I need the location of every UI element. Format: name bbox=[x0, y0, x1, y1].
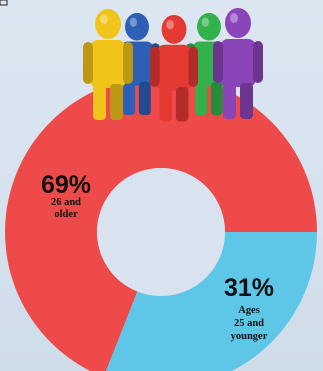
younger-description-line-3: younger bbox=[231, 331, 268, 342]
younger-description-line-1: Ages bbox=[238, 305, 260, 316]
donut-hole bbox=[97, 168, 225, 296]
younger-description-line-2: 25 and bbox=[234, 318, 264, 329]
older-percent-label: 69% bbox=[41, 171, 91, 199]
younger-percent-label: 31% bbox=[224, 274, 274, 302]
older-description-line-2: older bbox=[54, 209, 78, 220]
corner-mark bbox=[0, 0, 7, 5]
older-description-line-1: 26 and bbox=[51, 197, 81, 208]
